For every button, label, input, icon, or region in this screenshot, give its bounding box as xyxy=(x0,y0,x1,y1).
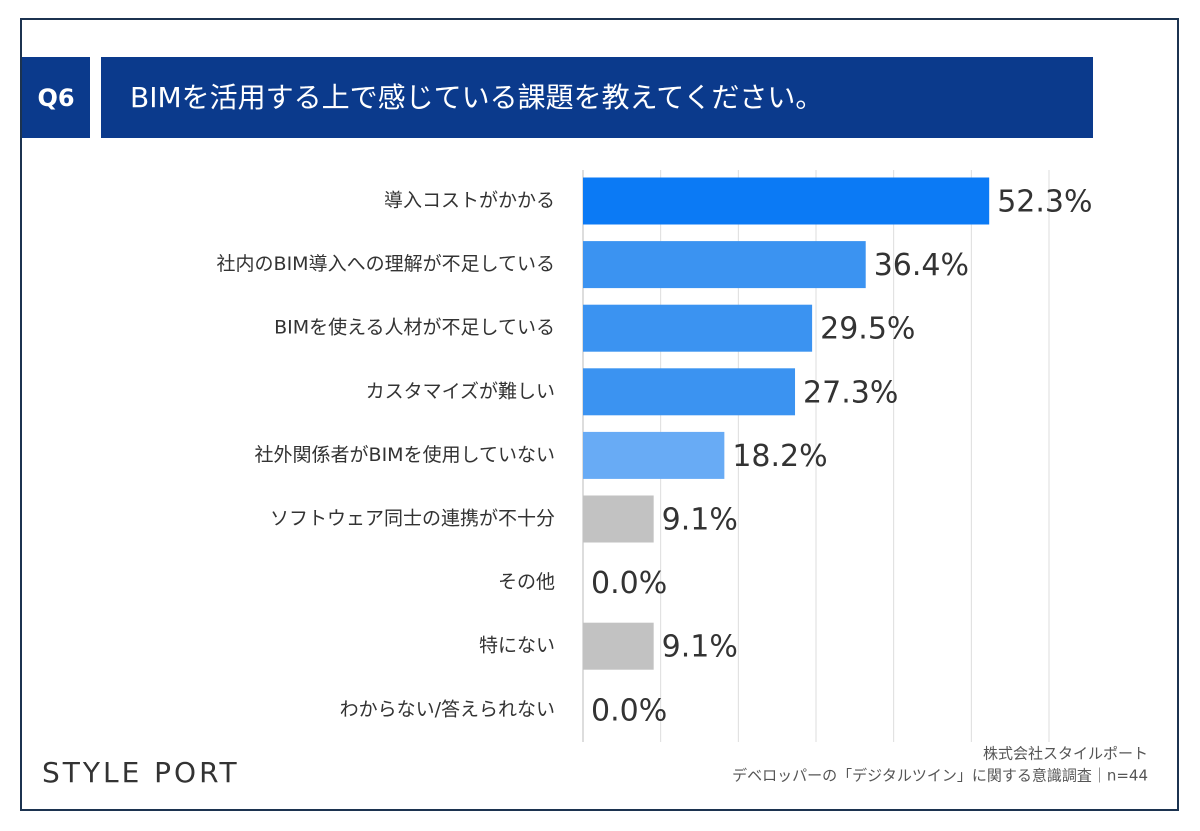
bar xyxy=(583,622,654,670)
category-label: その他 xyxy=(498,571,555,593)
category-label: 特にない xyxy=(479,635,555,657)
value-label: 18.2% xyxy=(732,439,827,474)
value-label: 36.4% xyxy=(874,248,969,283)
category-label: 社外関係者がBIMを使用していない xyxy=(255,444,555,466)
bar xyxy=(583,304,813,352)
category-label: 社内のBIM導入への理解が不足している xyxy=(217,253,555,275)
bar xyxy=(583,241,866,289)
brand: STYLE PORT xyxy=(42,756,240,789)
value-label: 27.3% xyxy=(803,375,898,410)
bar xyxy=(583,177,990,225)
value-label: 52.3% xyxy=(997,185,1092,220)
value-label: 9.1% xyxy=(662,503,738,538)
title-bar xyxy=(101,57,1093,138)
source-line: デベロッパーの「デジタルツイン」に関する意識調査｜n=44 xyxy=(732,767,1148,785)
plot: 導入コストがかかる 52.3% 社内のBIM導入への理解が不足している 36.4% BI… xyxy=(217,170,1093,742)
bar xyxy=(583,495,654,543)
category-label: ソフトウェア同士の連携が不十分 xyxy=(270,508,555,530)
category-label: 導入コストがかかる xyxy=(384,190,555,212)
chart-title: BIMを活用する上で感じている課題を教えてください。 xyxy=(130,81,823,114)
question-number: Q6 xyxy=(37,84,74,112)
value-label: 0.0% xyxy=(591,693,667,728)
value-label: 0.0% xyxy=(591,566,667,601)
value-label: 9.1% xyxy=(662,630,738,665)
bar xyxy=(583,431,725,479)
bar xyxy=(583,368,796,416)
question-box xyxy=(22,57,90,138)
category-label: BIMを使える人材が不足している xyxy=(274,317,555,339)
value-label: 29.5% xyxy=(820,312,915,347)
category-label: わからない/答えられない xyxy=(340,698,555,720)
source-line: 株式会社スタイルポート xyxy=(983,745,1148,763)
category-label: カスタマイズが難しい xyxy=(366,380,555,402)
